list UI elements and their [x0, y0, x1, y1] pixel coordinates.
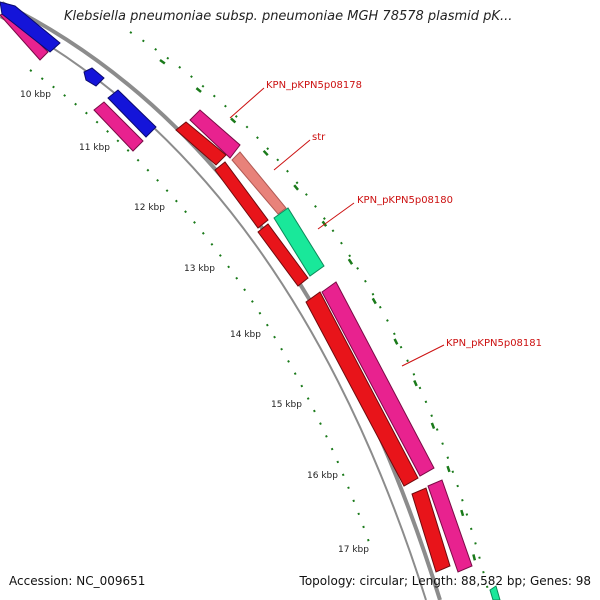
outer-dotted-track [129, 31, 489, 591]
tick-label: 16 kbp [307, 471, 338, 481]
gene-feature-red[interactable] [411, 487, 451, 573]
tick-label: 10 kbp [20, 90, 51, 100]
accession-label: Accession: NC_009651 [9, 574, 146, 588]
gene-label[interactable]: KPN_pKPN5p08181 [446, 338, 542, 349]
gene-feature-red[interactable] [214, 161, 269, 229]
gene-feature-salmon[interactable] [231, 151, 287, 215]
gene-feature-blue[interactable] [0, 1, 61, 53]
feature-group-left [0, 1, 157, 152]
tick-label: 15 kbp [271, 400, 302, 410]
gene-label[interactable]: KPN_pKPN5p08180 [357, 195, 453, 206]
tick-label: 14 kbp [230, 330, 261, 340]
gene-feature-red[interactable] [257, 223, 309, 287]
gene-feature-blue[interactable] [83, 67, 105, 87]
tick-label: 13 kbp [184, 264, 215, 274]
gene-feature-green[interactable] [273, 207, 325, 277]
gene-feature-magenta[interactable] [321, 281, 435, 477]
gene-feature-magenta[interactable] [93, 101, 144, 152]
gene-feature-red[interactable] [305, 291, 419, 487]
leader-line [401, 344, 445, 367]
feature-group-right [175, 109, 501, 600]
tick-label: 11 kbp [79, 143, 110, 153]
tick-label: 12 kbp [134, 203, 165, 213]
leader-line [229, 87, 265, 119]
backbone-inner-arc [0, 16, 427, 600]
leader-line [273, 139, 311, 171]
gene-feature-green[interactable] [489, 585, 501, 600]
gene-label[interactable]: str [312, 132, 326, 143]
label-leaders [229, 87, 445, 367]
gene-labels: KPN_pKPN5p08178 str KPN_pKPN5p08180 KPN_… [266, 80, 542, 349]
gene-label[interactable]: KPN_pKPN5p08178 [266, 80, 362, 91]
gene-feature-red[interactable] [175, 121, 227, 166]
leader-line [317, 202, 355, 230]
gene-feature-blue[interactable] [107, 89, 157, 138]
map-title: Klebsiella pneumoniae subsp. pneumoniae … [64, 9, 513, 24]
tick-label: 17 kbp [338, 545, 369, 555]
gene-feature-magenta[interactable] [427, 479, 473, 573]
gene-feature-magenta[interactable] [189, 109, 241, 159]
genome-summary: Topology: circular; Length: 88,582 bp; G… [299, 574, 591, 588]
ruler-labels: 10 kbp 11 kbp 12 kbp 13 kbp 14 kbp 15 kb… [20, 90, 369, 555]
